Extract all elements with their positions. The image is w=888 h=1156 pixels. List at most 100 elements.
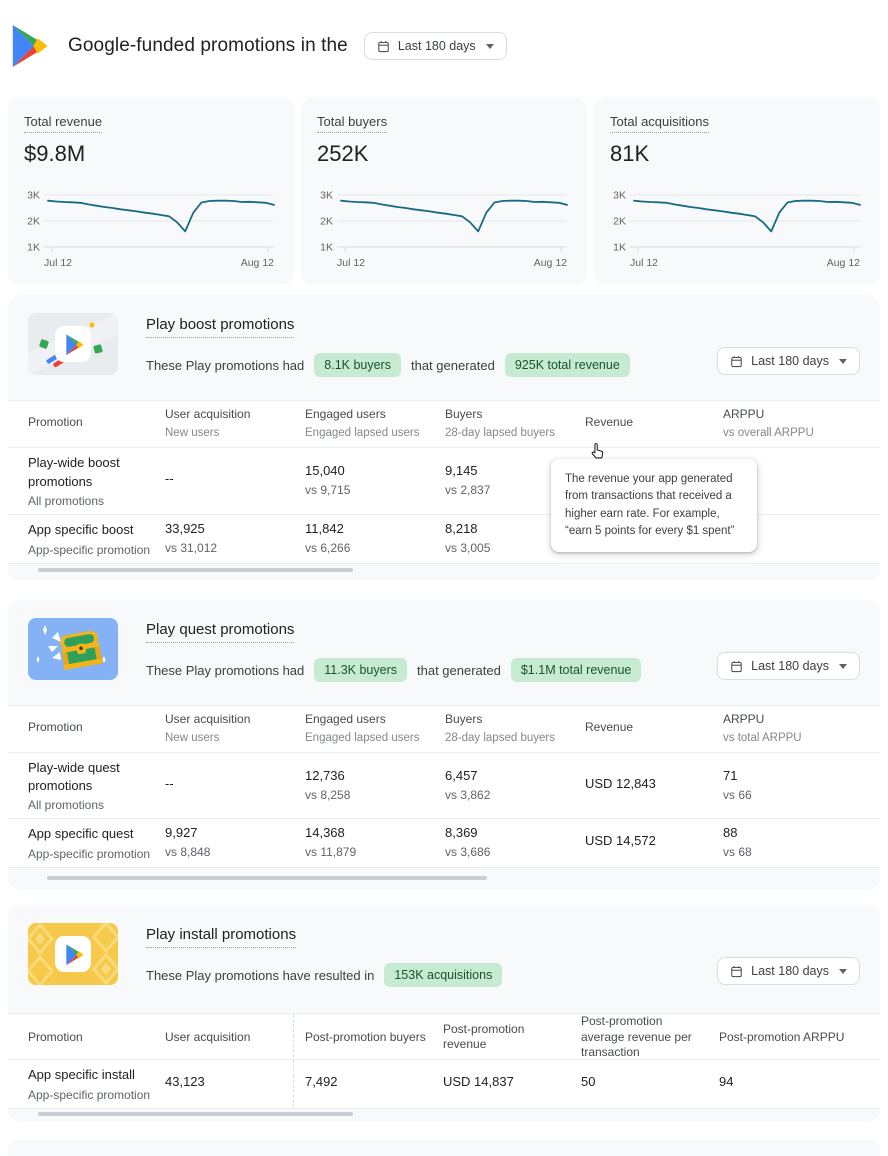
col-arppu: ARPPU (723, 407, 765, 422)
date-range-button[interactable]: Last 180 days (363, 32, 507, 60)
col-post-promotion-arppu: Post-promotion ARPPU (719, 1029, 845, 1044)
quest-revenue-badge: $1.1M total revenue (510, 658, 642, 682)
quest-summary-sentence: These Play promotions had 11.3K buyers t… (146, 657, 642, 683)
total-revenue-sparkline: 3K 2K 1K Jul 12 Aug 12 (27, 190, 275, 269)
svg-text:1K: 1K (320, 242, 333, 254)
total-revenue-value: $9.8M (24, 141, 86, 166)
col-promotion: Promotion (28, 719, 83, 734)
table-row: App specific install App-specific promoti… (28, 1067, 734, 1102)
boost-promotions-section: Play boost promotions These Play promoti… (8, 295, 880, 580)
quest-table-header: Promotion User acquisition New users Enga… (8, 706, 880, 753)
svg-text:Aug 12: Aug 12 (241, 257, 274, 269)
col-user-acquisition: User acquisition (165, 712, 251, 727)
svg-text:Jul 12: Jul 12 (44, 257, 72, 269)
total-acquisitions-sparkline: 3K 2K 1K Jul 12 Aug 12 (613, 190, 861, 269)
boost-thumbnail (28, 313, 118, 375)
date-range-label: Last 180 days (751, 659, 829, 673)
boost-revenue-badge: 925K total revenue (504, 353, 630, 377)
total-buyers-card: Total buyers 252K 3K 2K 1K Jul 12 Aug 12 (301, 97, 587, 285)
chevron-down-icon (839, 358, 847, 364)
total-buyers-label[interactable]: Total buyers (317, 114, 388, 133)
svg-text:1K: 1K (27, 242, 40, 254)
col-promotion: Promotion (28, 414, 83, 429)
svg-text:1K: 1K (613, 242, 626, 254)
install-table-header: Promotion User acquisition Post-promotio… (8, 1014, 880, 1060)
horizontal-scrollbar[interactable] (38, 568, 353, 572)
col-buyers: Buyers (445, 407, 483, 422)
quest-thumbnail (28, 618, 118, 680)
horizontal-scrollbar[interactable] (38, 1112, 353, 1116)
svg-text:2K: 2K (613, 216, 626, 228)
quest-sentence-mid: that generated (417, 662, 501, 678)
quest-section-title[interactable]: Play quest promotions (146, 621, 295, 643)
page-title: Google-funded promotions in the (68, 35, 348, 56)
date-range-label: Last 180 days (751, 354, 829, 368)
col-arppu: ARPPU (723, 712, 765, 727)
col-post-promotion-revenue: Post-promotion revenue (443, 1021, 525, 1052)
page-header: Google-funded promotions in the Last 180… (0, 0, 888, 76)
boost-sentence-mid: that generated (410, 357, 495, 373)
calendar-icon (731, 355, 742, 367)
boost-section-title[interactable]: Play boost promotions (146, 316, 295, 338)
col-post-promotion-avg-revenue: Post-promotion average revenue per trans… (581, 1014, 692, 1060)
svg-text:Jul 12: Jul 12 (630, 257, 658, 269)
quest-promotions-section: Play quest promotions These Play promoti… (8, 600, 880, 890)
table-row: Play-wide quest promotions All promotions… (8, 753, 880, 819)
install-thumbnail (28, 923, 118, 985)
date-range-label: Last 180 days (397, 39, 476, 53)
svg-text:3K: 3K (320, 190, 333, 202)
calendar-icon (731, 660, 742, 672)
install-acquisitions-badge: 153K acquisitions (384, 963, 503, 987)
install-section-header: Play install promotions These Play promo… (8, 905, 880, 988)
boost-date-range-button[interactable]: Last 180 days (717, 347, 860, 375)
quest-table: Promotion User acquisition New users Enga… (8, 705, 880, 868)
date-range-label: Last 180 days (751, 964, 829, 978)
svg-text:Aug 12: Aug 12 (534, 257, 567, 269)
install-promotions-section: Play install promotions These Play promo… (8, 905, 880, 1122)
calendar-icon (731, 965, 742, 977)
svg-text:2K: 2K (27, 216, 40, 228)
svg-text:3K: 3K (27, 190, 40, 202)
install-sentence-prefix: These Play promotions have resulted in (146, 967, 375, 983)
total-revenue-card: Total revenue $9.8M 3K 2K 1K Jul 12 Aug … (8, 97, 294, 285)
boost-sentence-prefix: These Play promotions had (146, 357, 305, 373)
total-acquisitions-label[interactable]: Total acquisitions (610, 114, 709, 133)
google-play-logo-icon (12, 24, 48, 68)
quest-section-header: Play quest promotions These Play promoti… (8, 600, 880, 683)
summary-cards-row: Total revenue $9.8M 3K 2K 1K Jul 12 Aug … (0, 97, 888, 285)
total-acquisitions-value: 81K (610, 141, 650, 166)
quest-sentence-prefix: These Play promotions had (146, 662, 305, 678)
col-user-acquisition: User acquisition (165, 407, 251, 422)
svg-text:Aug 12: Aug 12 (827, 257, 860, 269)
install-summary-sentence: These Play promotions have resulted in 1… (146, 962, 503, 988)
col-post-promotion-buyers: Post-promotion buyers (305, 1029, 426, 1044)
total-buyers-value: 252K (317, 141, 369, 166)
install-section-title[interactable]: Play install promotions (146, 926, 297, 948)
horizontal-scrollbar[interactable] (47, 876, 487, 880)
table-row: Play-wide boost promotions All promotions… (8, 448, 880, 515)
calendar-icon (378, 40, 389, 52)
svg-text:3K: 3K (613, 190, 626, 202)
col-promotion: Promotion (28, 1029, 83, 1044)
quest-date-range-button[interactable]: Last 180 days (717, 652, 860, 680)
col-user-acquisition: User acquisition (165, 1029, 251, 1044)
next-section-card-partial (8, 1140, 880, 1156)
svg-text:2K: 2K (320, 216, 333, 228)
col-revenue[interactable]: Revenue (585, 414, 634, 429)
quest-buyers-badge: 11.3K buyers (314, 658, 407, 682)
chevron-down-icon (839, 968, 847, 974)
install-date-range-button[interactable]: Last 180 days (717, 957, 860, 985)
svg-text:Jul 12: Jul 12 (337, 257, 365, 269)
table-row: App specific quest App-specific promotion… (28, 825, 752, 861)
revenue-tooltip: The revenue your app generated from tran… (551, 459, 757, 552)
cursor-icon (591, 443, 604, 459)
install-table: Promotion User acquisition Post-promotio… (8, 1013, 880, 1109)
total-revenue-label[interactable]: Total revenue (24, 114, 103, 133)
boost-summary-sentence: These Play promotions had 8.1K buyers th… (146, 352, 630, 378)
col-engaged-users: Engaged users (305, 712, 386, 727)
boost-table-header: Promotion User acquisition New users Enga… (8, 401, 880, 448)
column-group-divider (293, 1014, 294, 1108)
col-revenue[interactable]: Revenue (585, 719, 634, 734)
col-engaged-users: Engaged users (305, 407, 386, 422)
total-acquisitions-card: Total acquisitions 81K 3K 2K 1K Jul 12 A… (594, 97, 880, 285)
